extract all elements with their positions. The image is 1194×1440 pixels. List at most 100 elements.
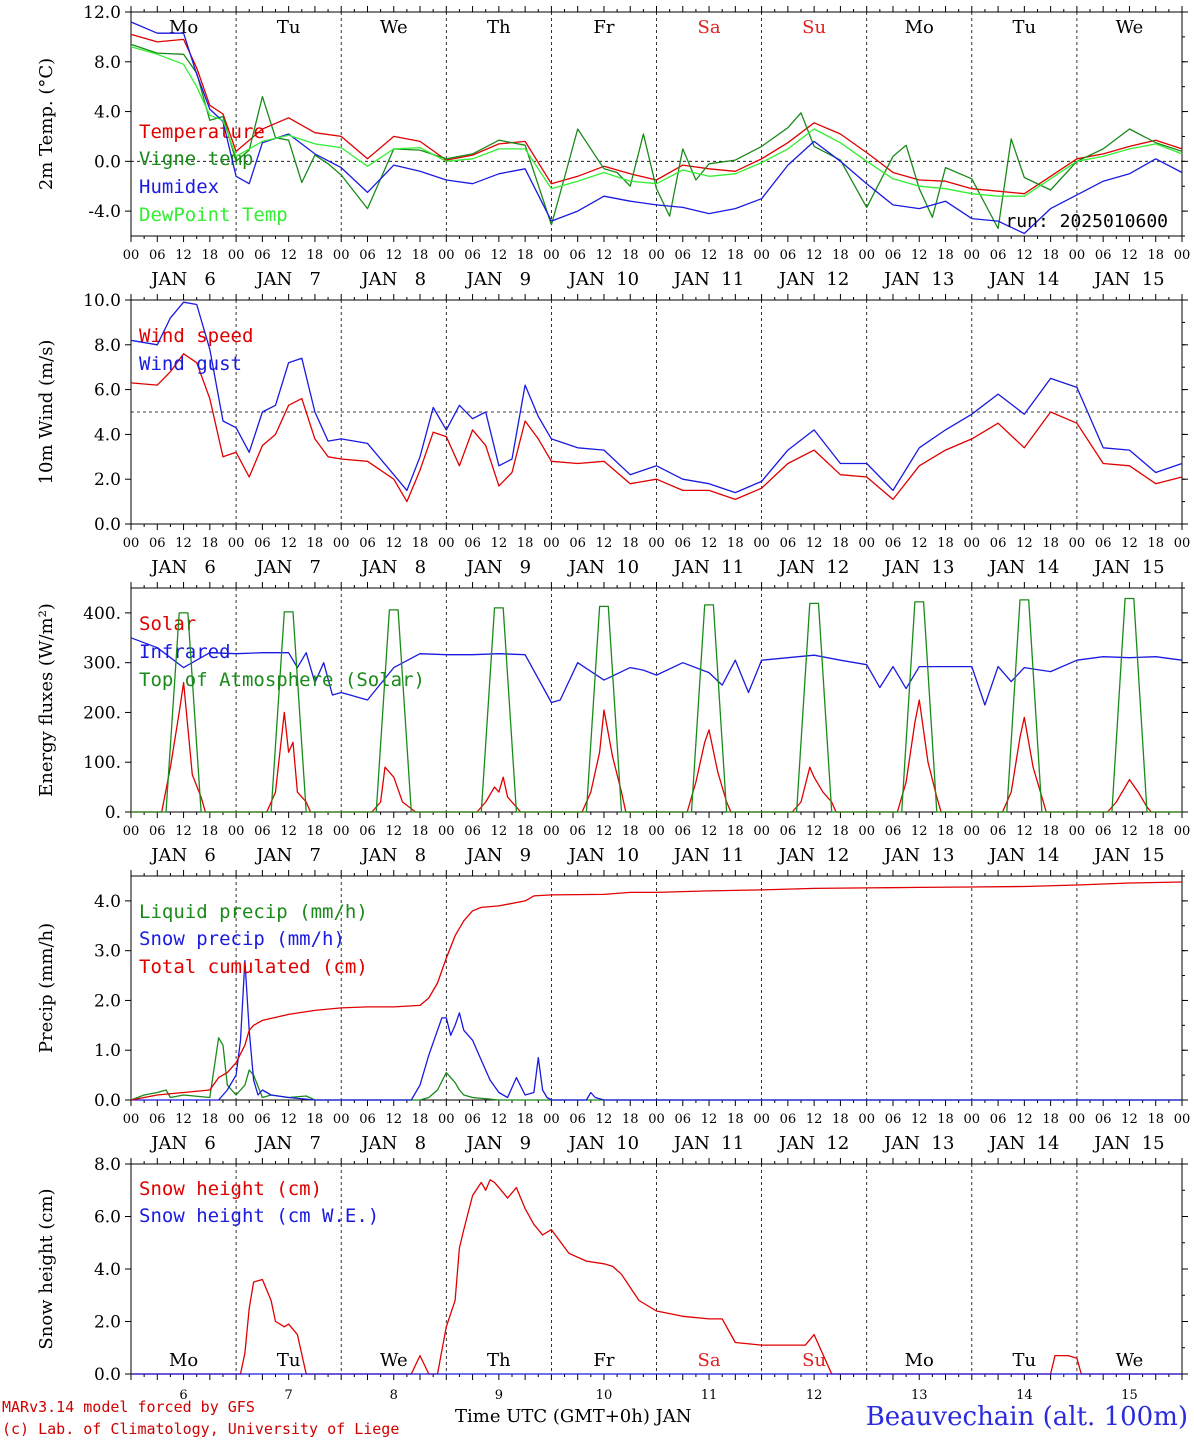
- x-hour-label: 00: [333, 536, 350, 551]
- x-hour-label: 00: [438, 536, 455, 551]
- x-hour-label: 06: [254, 1112, 271, 1127]
- x-hour-label: 18: [202, 1112, 219, 1127]
- x-hour-label: 18: [832, 248, 849, 263]
- x-hour-label: 00: [438, 248, 455, 263]
- x-hour-label: 00: [1174, 536, 1191, 551]
- x-date-label: JAN 12: [777, 1133, 849, 1154]
- x-date-label: JAN 11: [672, 1133, 744, 1154]
- x-date-label: JAN 15: [1092, 845, 1164, 866]
- day-name-fr: Fr: [593, 17, 614, 38]
- lab-credit: (c) Lab. of Climatology, University of L…: [2, 1420, 400, 1438]
- x-hour-label: 06: [464, 824, 481, 839]
- day-name-su: Su: [802, 1350, 826, 1371]
- legend-snow-precip-mm-h: Snow precip (mm/h): [139, 928, 345, 950]
- day-name-su: Su: [802, 17, 826, 38]
- x-hour-label: 12: [701, 824, 718, 839]
- x-hour-label: 06: [990, 248, 1007, 263]
- x-day-number: 15: [1121, 1388, 1138, 1403]
- x-hour-label: 00: [964, 248, 981, 263]
- x-hour-label: 18: [937, 248, 954, 263]
- legend-snow-height-cm-w-e: Snow height (cm W.E.): [139, 1205, 379, 1227]
- x-hour-label: 06: [780, 1112, 797, 1127]
- x-hour-label: 00: [858, 248, 875, 263]
- x-hour-label: 12: [385, 1112, 402, 1127]
- x-hour-label: 06: [464, 248, 481, 263]
- x-hour-label: 18: [832, 536, 849, 551]
- x-date-label: JAN 15: [1092, 269, 1164, 290]
- legend-total-cumulated-cm: Total cumulated (cm): [139, 956, 368, 978]
- x-date-label: JAN 6: [149, 845, 216, 866]
- x-hour-label: 00: [1174, 824, 1191, 839]
- x-hour-label: 18: [202, 248, 219, 263]
- x-hour-label: 00: [753, 536, 770, 551]
- x-hour-label: 06: [675, 1112, 692, 1127]
- day-name-fr: Fr: [593, 1350, 614, 1371]
- day-name-sa: Sa: [698, 17, 721, 38]
- y-axis-label: Precip (mm/h): [36, 923, 57, 1053]
- x-hour-label: 06: [254, 248, 271, 263]
- x-day-number: 7: [285, 1388, 293, 1403]
- day-name-we: We: [1116, 17, 1144, 38]
- x-hour-label: 06: [464, 1112, 481, 1127]
- x-day-number: 12: [806, 1388, 823, 1403]
- legend-wind-speed: Wind speed: [139, 325, 253, 347]
- x-hour-label: 18: [727, 1112, 744, 1127]
- day-name-we: We: [1116, 1350, 1144, 1371]
- x-date-label: JAN 7: [254, 269, 321, 290]
- y-tick-label: 0.0: [94, 152, 121, 172]
- plot-frame: [130, 11, 1183, 237]
- x-date-label: JAN 7: [254, 557, 321, 578]
- x-date-label: JAN 13: [882, 845, 954, 866]
- plot-frame: [130, 587, 1183, 813]
- x-date-label: JAN 14: [987, 845, 1059, 866]
- x-hour-label: 00: [753, 1112, 770, 1127]
- x-hour-label: 18: [832, 824, 849, 839]
- x-hour-label: 12: [1121, 248, 1138, 263]
- x-date-label: JAN 14: [987, 557, 1059, 578]
- x-hour-label: 06: [359, 536, 376, 551]
- x-hour-label: 06: [359, 1112, 376, 1127]
- x-axis-label: Time UTC (GMT+0h) JAN: [455, 1406, 692, 1427]
- x-hour-label: 12: [175, 536, 192, 551]
- legend-snow-height-cm: Snow height (cm): [139, 1178, 322, 1200]
- x-hour-label: 00: [753, 248, 770, 263]
- day-name-th: Th: [487, 17, 511, 38]
- x-hour-label: 06: [885, 824, 902, 839]
- x-hour-label: 18: [1042, 1112, 1059, 1127]
- x-date-label: JAN 8: [359, 557, 426, 578]
- x-hour-label: 18: [937, 1112, 954, 1127]
- x-hour-label: 12: [1121, 536, 1138, 551]
- legend-temperature: Temperature: [139, 121, 265, 143]
- legend-solar: Solar: [139, 613, 196, 635]
- x-hour-label: 00: [123, 824, 140, 839]
- x-hour-label: 06: [675, 536, 692, 551]
- x-hour-label: 06: [254, 536, 271, 551]
- x-hour-label: 18: [1042, 248, 1059, 263]
- x-hour-label: 00: [858, 824, 875, 839]
- y-axis-label: Energy fluxes (W/m²): [36, 603, 57, 797]
- x-day-number: 6: [179, 1388, 187, 1403]
- x-hour-label: 18: [307, 536, 324, 551]
- x-hour-label: 06: [885, 536, 902, 551]
- x-hour-label: 12: [175, 1112, 192, 1127]
- legend-humidex: Humidex: [139, 176, 219, 198]
- x-hour-label: 00: [648, 1112, 665, 1127]
- x-hour-label: 00: [438, 824, 455, 839]
- x-hour-label: 06: [464, 536, 481, 551]
- x-hour-label: 12: [1121, 824, 1138, 839]
- x-hour-label: 06: [990, 536, 1007, 551]
- x-hour-label: 00: [964, 536, 981, 551]
- legend-liquid-precip-mm-h: Liquid precip (mm/h): [139, 901, 368, 923]
- day-name-tu: Tu: [277, 17, 301, 38]
- x-hour-label: 12: [385, 824, 402, 839]
- y-tick-label: 0.: [105, 803, 121, 823]
- x-day-number: 8: [390, 1388, 398, 1403]
- x-hour-label: 18: [202, 824, 219, 839]
- x-hour-label: 00: [228, 1112, 245, 1127]
- panel-3: 400. 300. 200. 100. 0. Energy fluxes (W/m²) 00…: [36, 582, 1190, 866]
- x-date-label: JAN 9: [465, 845, 532, 866]
- x-hour-label: 00: [648, 536, 665, 551]
- y-tick-label: 6.0: [94, 1208, 121, 1228]
- x-hour-label: 00: [543, 536, 560, 551]
- x-hour-label: 18: [1042, 824, 1059, 839]
